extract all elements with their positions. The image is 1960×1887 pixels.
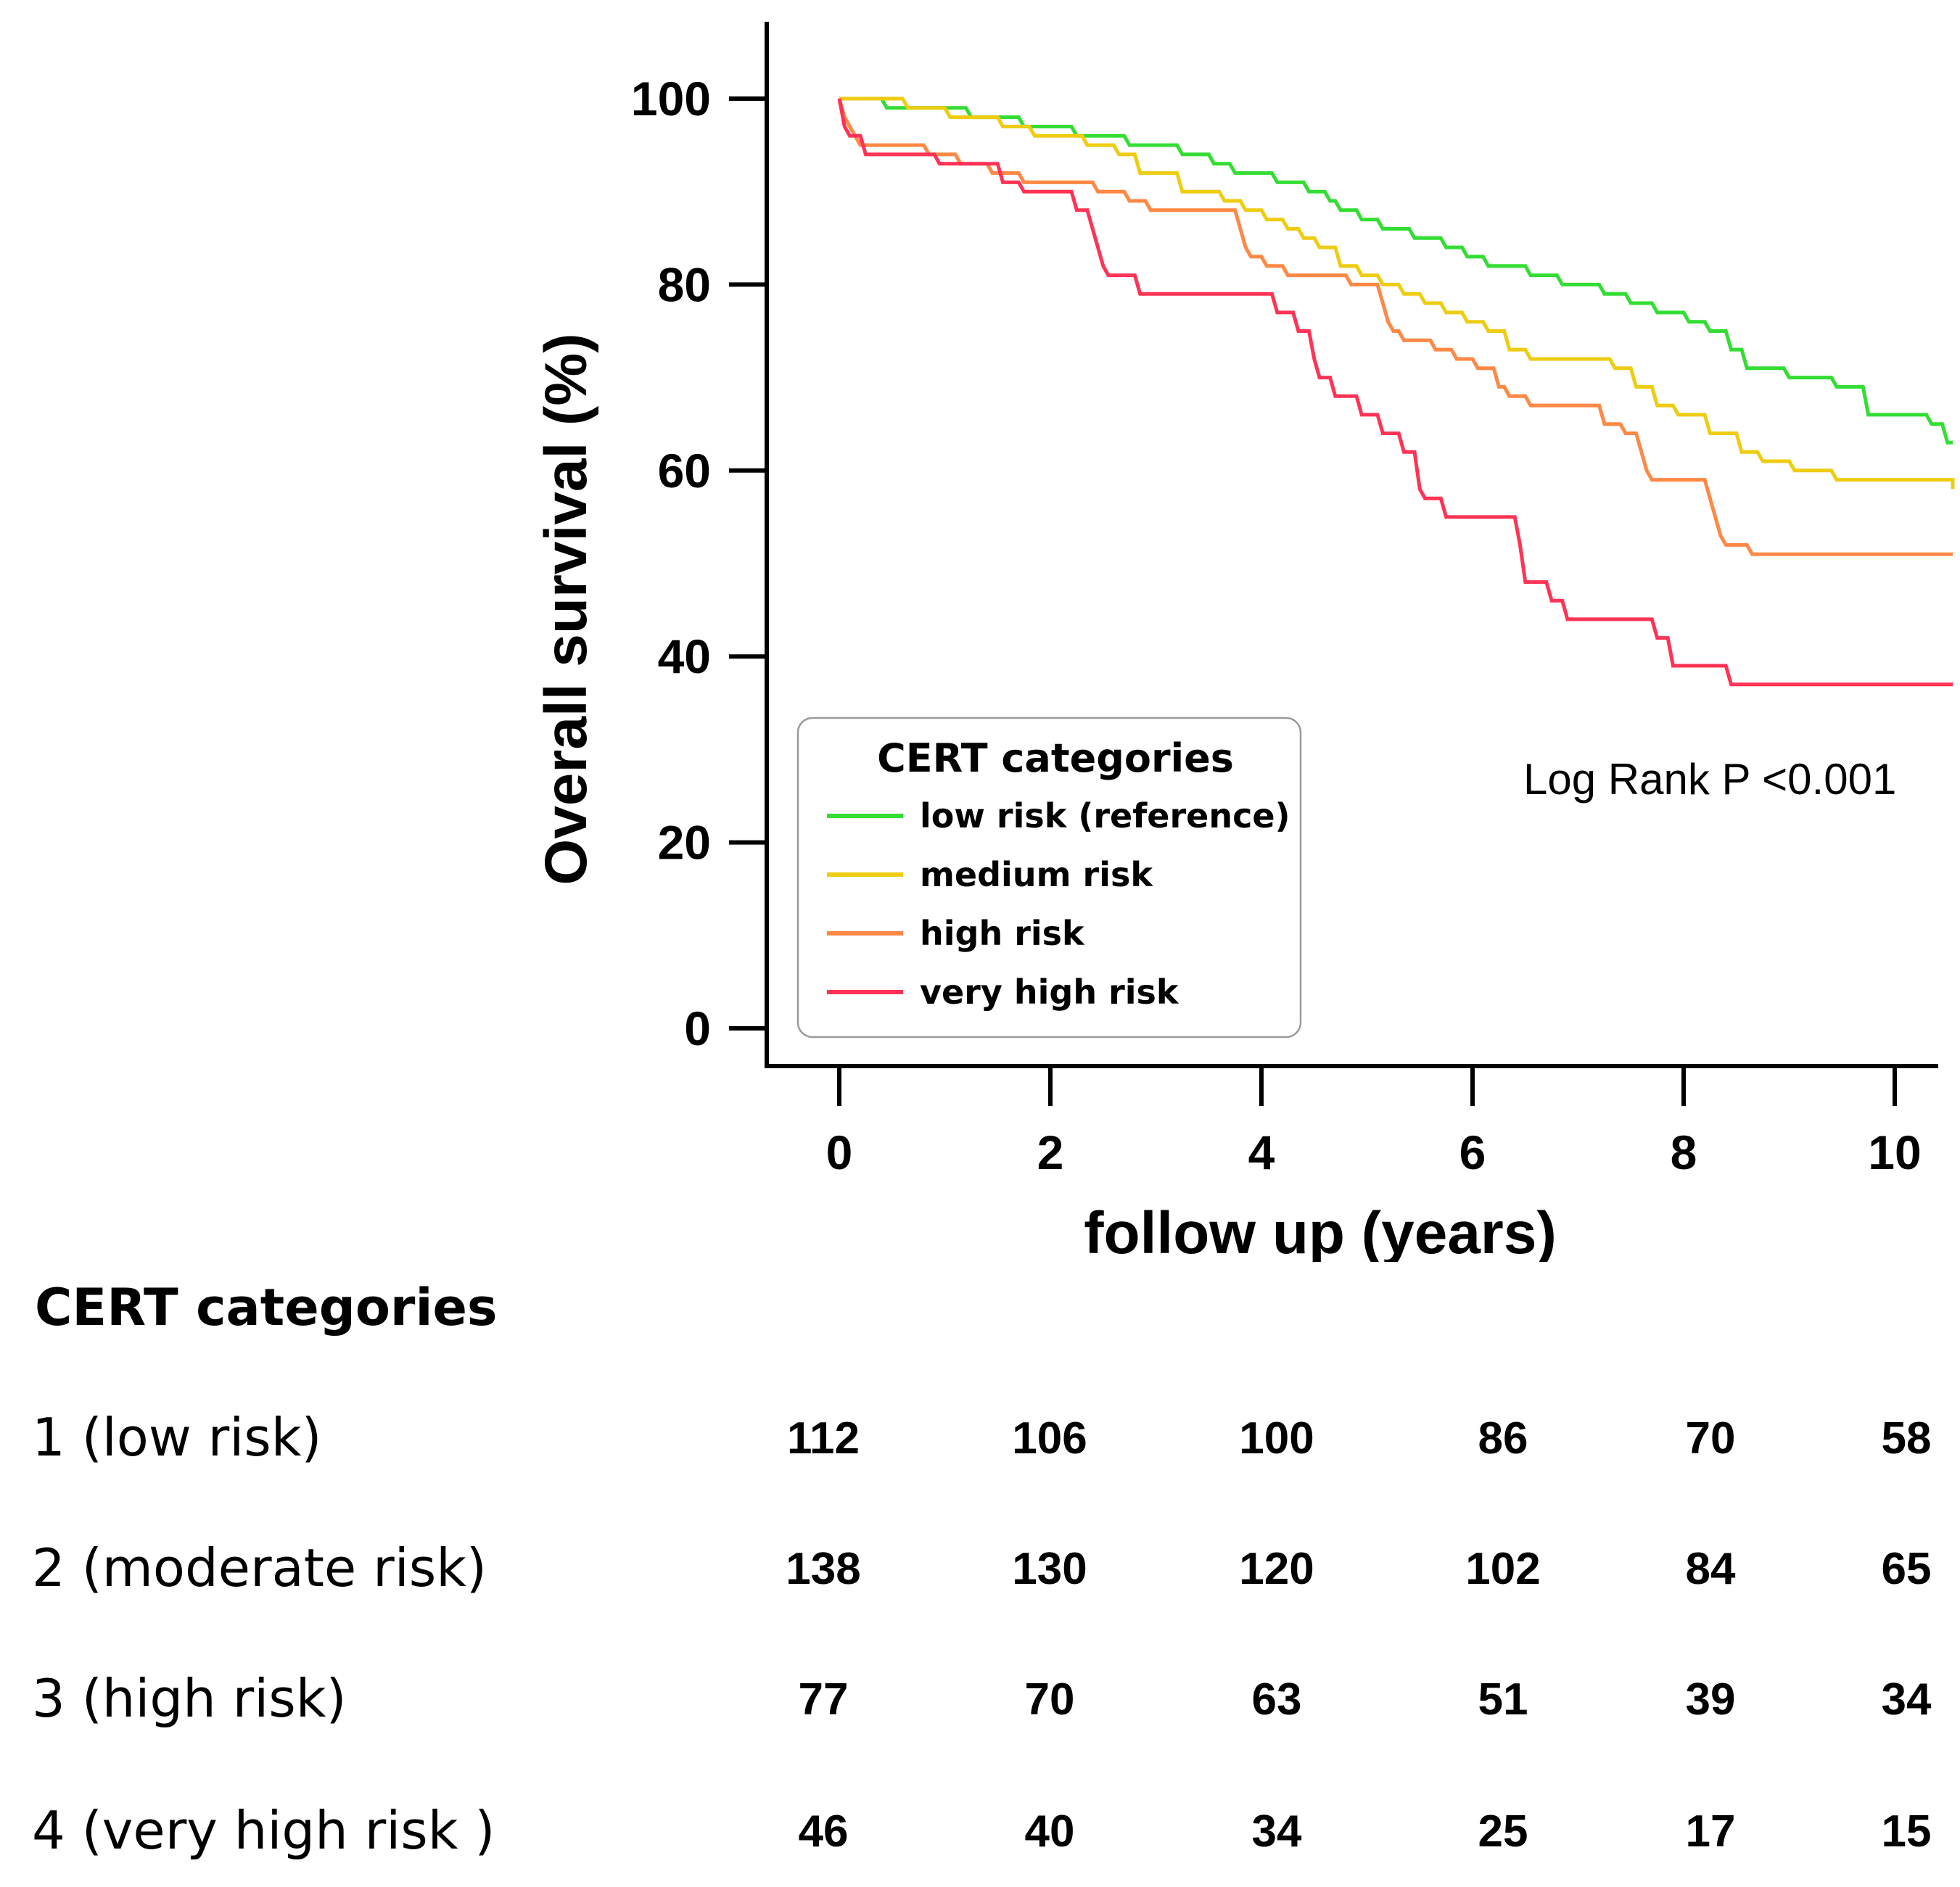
- legend-label-1: low risk (reference): [920, 796, 1290, 835]
- risk-table-cell: 51: [1478, 1675, 1528, 1725]
- risk-row-label: 1 (low risk): [32, 1407, 322, 1468]
- risk-table-row: 2 (moderate risk) 138 130 120 102 84 65: [0, 1537, 1960, 1624]
- x-tick-label: 6: [1459, 1126, 1486, 1179]
- risk-table-cell: 65: [1881, 1544, 1932, 1594]
- risk-table-cell: 15: [1881, 1807, 1932, 1857]
- x-tick-label: 8: [1671, 1126, 1697, 1179]
- series-line-3: [837, 98, 1953, 556]
- x-tick-label: 10: [1868, 1126, 1921, 1179]
- legend-label-4: very high risk: [920, 973, 1179, 1012]
- legend-box: [796, 717, 1302, 1039]
- risk-table-cell: 130: [1012, 1544, 1087, 1594]
- risk-table-row: 3 (high risk) 77 70 63 51 39 34: [0, 1668, 1960, 1755]
- x-tick-label: 0: [826, 1126, 853, 1179]
- x-axis-label: follow up (years): [1084, 1200, 1557, 1262]
- risk-table-cell: 40: [1024, 1807, 1075, 1857]
- risk-table-cell: 34: [1881, 1675, 1932, 1725]
- x-ticks: 0 2 4 6 8 10: [826, 1066, 1922, 1179]
- log-rank-annotation: Log Rank P <0.001: [1523, 755, 1896, 804]
- survival-chart: 0 20 40 60 80 100 0 2 4 6 8 10 Overall survival (%…: [533, 22, 1955, 1262]
- y-tick-label: 20: [658, 816, 711, 870]
- risk-table-row: 1 (low risk) 112 106 100 86 70 58: [0, 1407, 1960, 1494]
- x-tick-label: 4: [1248, 1126, 1275, 1179]
- risk-table-cell: 77: [798, 1675, 849, 1725]
- risk-table-cell: 106: [1012, 1413, 1087, 1463]
- risk-table-cell: 25: [1478, 1807, 1528, 1857]
- risk-table-cell: 84: [1685, 1544, 1736, 1594]
- series-line-4: [837, 98, 1953, 687]
- risk-table-cell: 102: [1465, 1544, 1541, 1594]
- risk-table-title: CERT categories: [35, 1278, 498, 1337]
- y-tick-label: 100: [631, 72, 711, 125]
- risk-row-label: 3 (high risk): [32, 1668, 347, 1729]
- series-line-1: [839, 96, 1953, 445]
- risk-table-cell: 86: [1478, 1413, 1528, 1463]
- risk-table-cell: 17: [1685, 1807, 1736, 1857]
- risk-table-cell: 34: [1251, 1807, 1302, 1857]
- y-tick-label: 60: [658, 444, 711, 497]
- legend-label-2: medium risk: [920, 855, 1153, 894]
- survival-curves: [837, 96, 1955, 687]
- y-ticks: 0 20 40 60 80 100: [631, 72, 767, 1055]
- y-tick-label: 0: [684, 1002, 711, 1055]
- legend-items: low risk (reference) medium risk high risk…: [827, 796, 1290, 1012]
- risk-table-cell: 58: [1881, 1413, 1932, 1463]
- risk-table-cell: 63: [1251, 1675, 1302, 1725]
- x-tick-label: 2: [1037, 1126, 1064, 1179]
- risk-table-cell: 39: [1685, 1675, 1736, 1725]
- risk-table-cell: 112: [786, 1413, 860, 1463]
- legend-title: CERT categories: [877, 735, 1234, 781]
- legend-label-3: high risk: [920, 914, 1085, 953]
- risk-table-cell: 120: [1239, 1544, 1314, 1594]
- legend: CERT categories low risk (reference) medi…: [796, 717, 1302, 1039]
- risk-table-cell: 70: [1685, 1413, 1736, 1463]
- y-axis-label: Overall survival (%): [533, 333, 599, 885]
- risk-table-cell: 100: [1239, 1413, 1314, 1463]
- risk-table-cell: 138: [786, 1544, 861, 1594]
- risk-table-row: 4 (very high risk ) 46 40 34 25 17 15: [0, 1800, 1960, 1887]
- series-line-2: [839, 96, 1955, 490]
- y-tick-label: 40: [658, 629, 711, 683]
- risk-row-label: 2 (moderate risk): [32, 1537, 487, 1598]
- risk-table-cell: 46: [798, 1807, 849, 1857]
- y-tick-label: 80: [658, 257, 711, 311]
- risk-row-label: 4 (very high risk ): [32, 1800, 495, 1861]
- risk-table-cell: 70: [1024, 1675, 1075, 1725]
